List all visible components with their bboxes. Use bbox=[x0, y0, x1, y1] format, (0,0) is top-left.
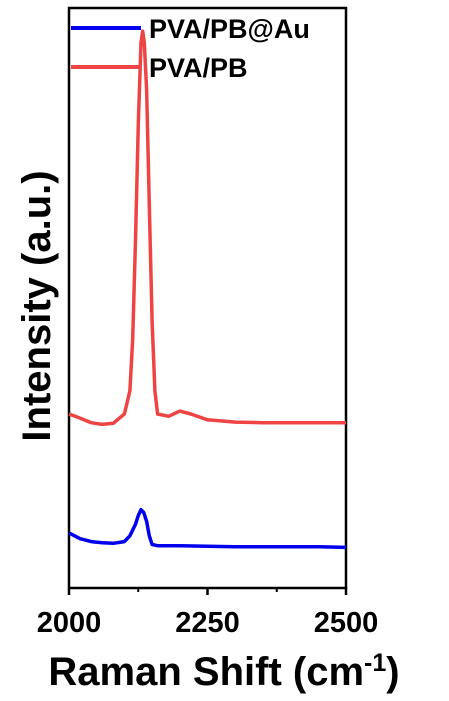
x-axis-title: Raman Shift (cm-1) bbox=[48, 649, 399, 694]
x-tick-label: 2500 bbox=[314, 607, 379, 639]
x-tick-label: 2000 bbox=[37, 607, 102, 639]
legend-label-pva-pb: PVA/PB bbox=[149, 53, 248, 83]
legend: PVA/PB@Au PVA/PB bbox=[71, 14, 310, 83]
x-tick-label: 2250 bbox=[175, 607, 240, 639]
x-axis-ticks: 2000 2250 2500 bbox=[37, 588, 379, 639]
plot-frame bbox=[67, 6, 348, 590]
y-axis-title: Intensity (a.u.) bbox=[15, 170, 59, 441]
x-axis-title-close: ) bbox=[386, 650, 399, 694]
legend-label-pva-pb-au: PVA/PB@Au bbox=[149, 14, 310, 44]
series-layer bbox=[68, 29, 347, 550]
x-axis-title-superscript: -1 bbox=[364, 649, 386, 677]
series-line-pva-pb-au bbox=[68, 507, 347, 550]
series-line-pva-pb bbox=[68, 29, 346, 427]
x-axis-title-main: Raman Shift (cm bbox=[48, 650, 364, 694]
